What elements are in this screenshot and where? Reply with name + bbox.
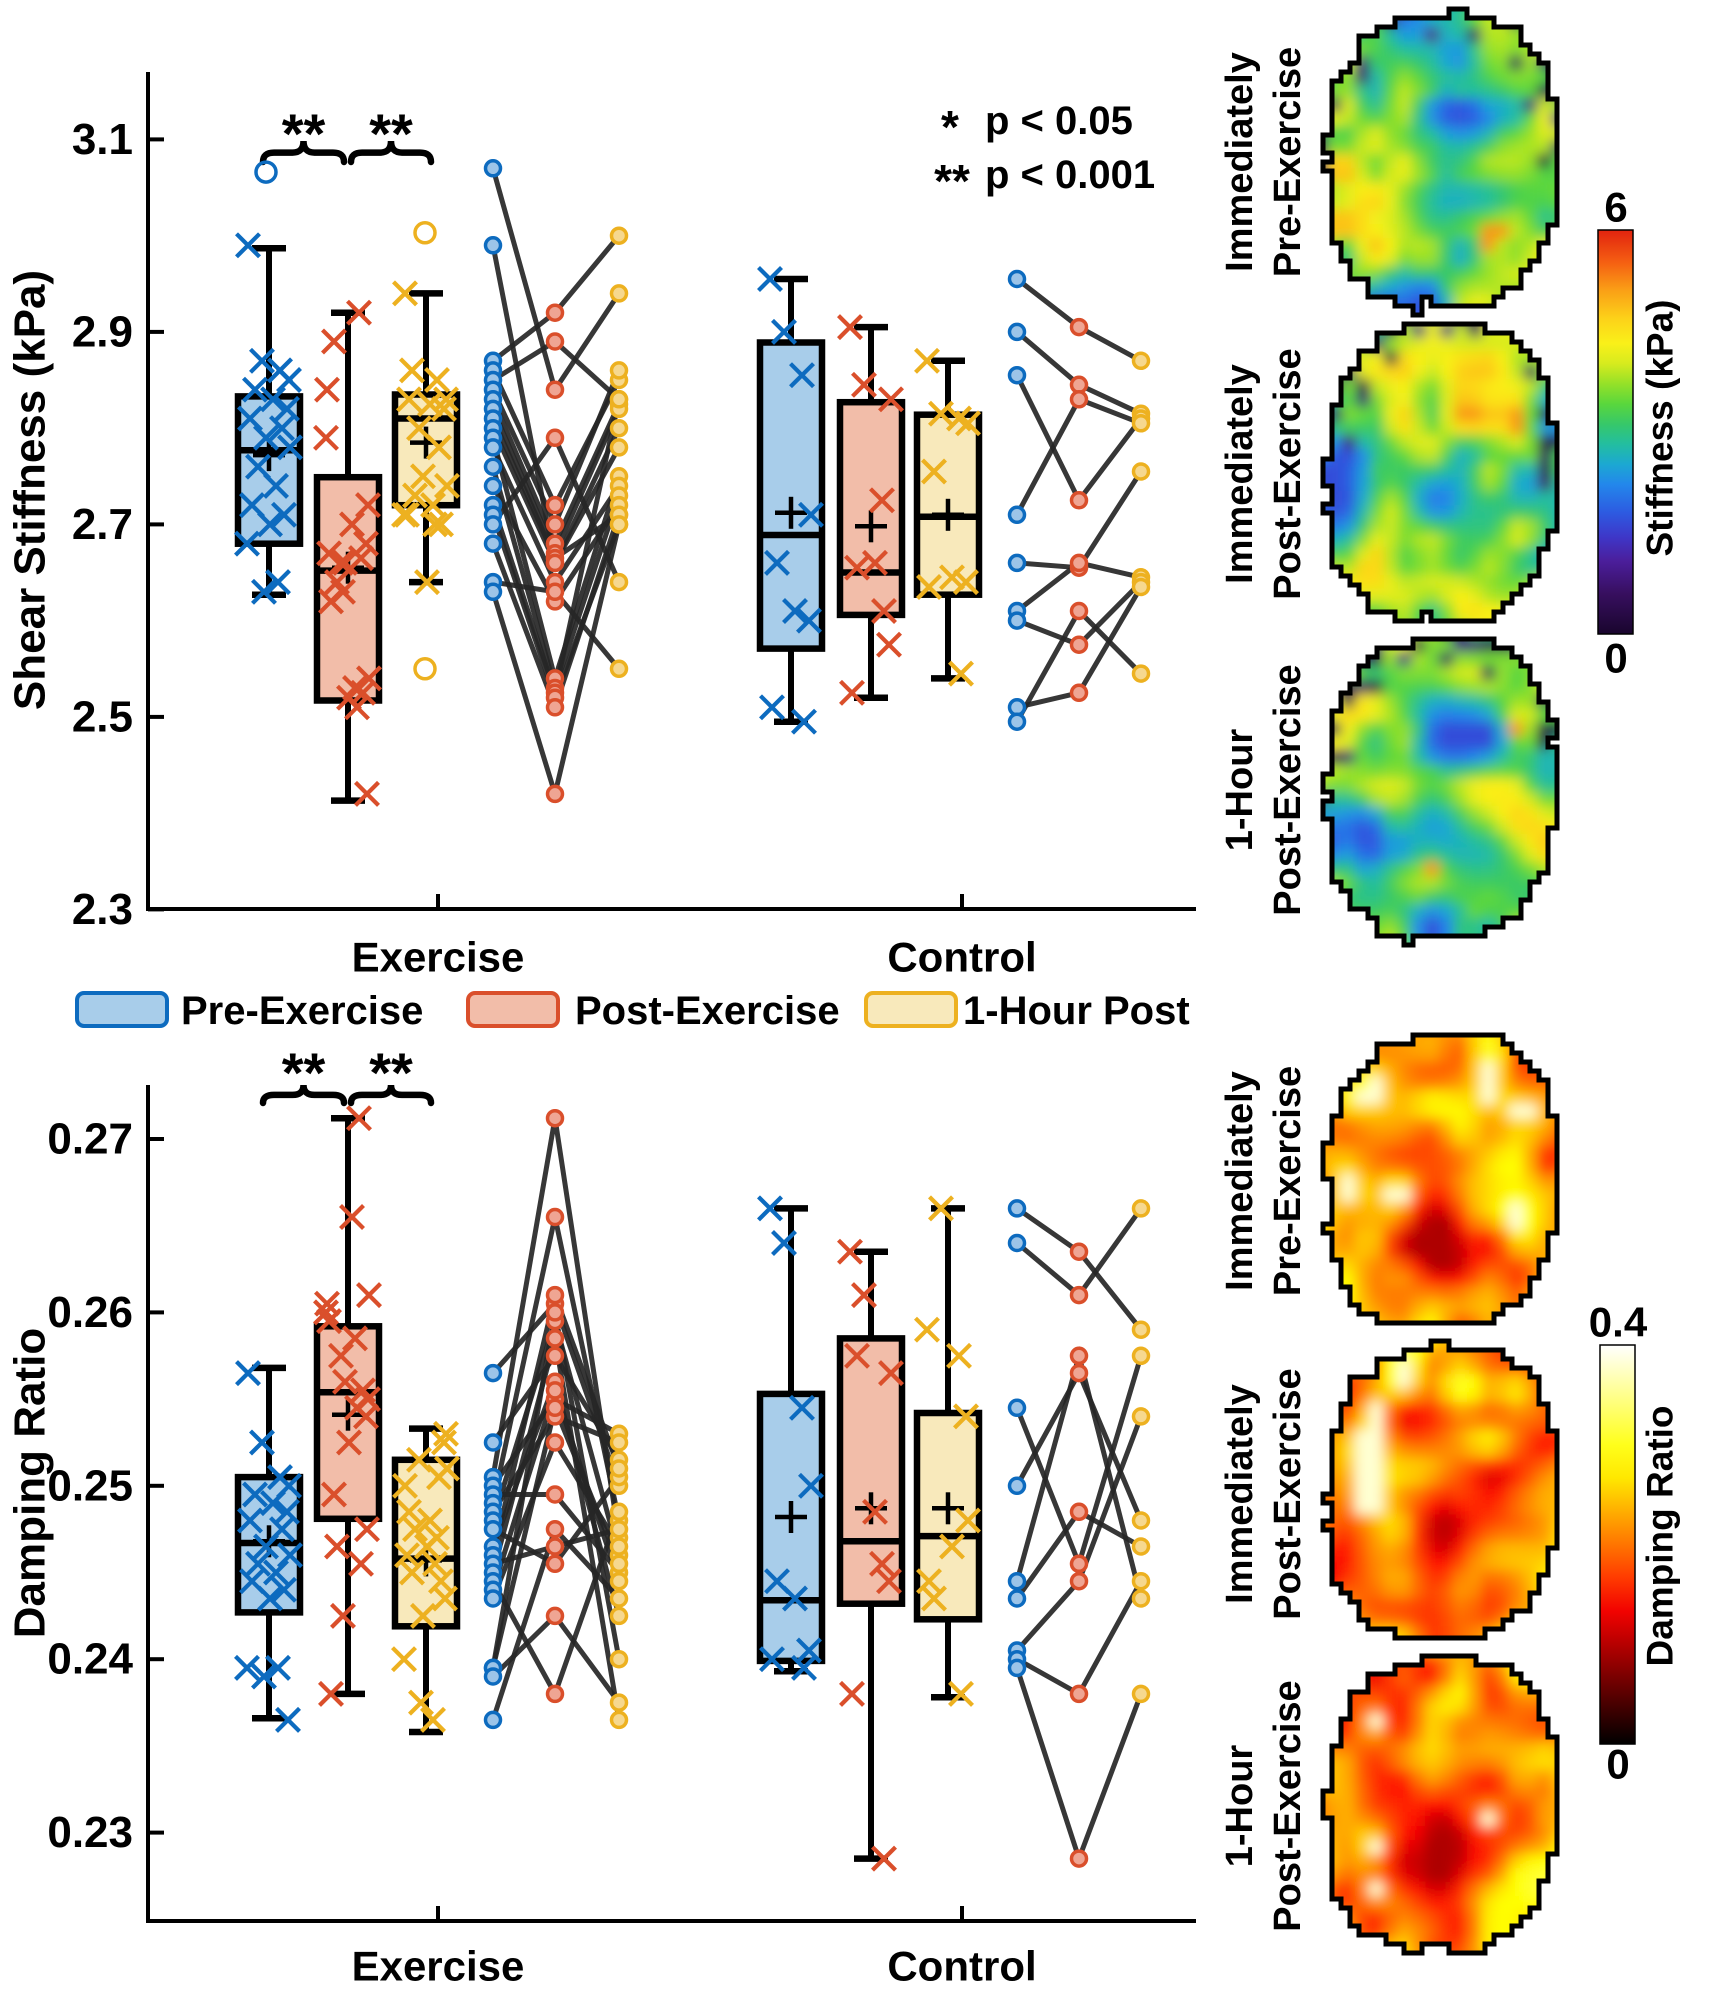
svg-text:Immediately: Immediately [1219, 364, 1261, 584]
svg-text:Control: Control [887, 1943, 1036, 1990]
svg-text:0.25: 0.25 [47, 1461, 133, 1510]
svg-text:p < 0.05: p < 0.05 [985, 99, 1133, 143]
svg-text:3.1: 3.1 [72, 115, 133, 164]
svg-text:0.4: 0.4 [1589, 1299, 1648, 1346]
svg-text:2.7: 2.7 [72, 500, 133, 549]
svg-text:Post-Exercise: Post-Exercise [1267, 348, 1309, 599]
svg-text:Post-Exercise: Post-Exercise [575, 989, 840, 1033]
svg-text:p < 0.001: p < 0.001 [985, 153, 1155, 197]
svg-text:1-Hour: 1-Hour [1219, 729, 1261, 852]
svg-text:2.9: 2.9 [72, 307, 133, 356]
svg-text:Control: Control [887, 934, 1036, 981]
svg-text:1-Hour: 1-Hour [1219, 1745, 1261, 1868]
svg-text:**: ** [369, 102, 413, 165]
svg-text:Post-Exercise: Post-Exercise [1267, 1368, 1309, 1619]
svg-text:0: 0 [1606, 1741, 1629, 1788]
svg-text:Exercise: Exercise [352, 1943, 525, 1990]
svg-text:0.23: 0.23 [47, 1808, 133, 1857]
svg-text:**: ** [282, 1041, 326, 1104]
svg-text:**: ** [282, 102, 326, 165]
svg-text:0: 0 [1604, 635, 1627, 682]
svg-text:1-Hour Post: 1-Hour Post [963, 989, 1190, 1033]
svg-text:Immediately: Immediately [1219, 52, 1261, 272]
svg-text:6: 6 [1604, 184, 1627, 231]
svg-text:0.27: 0.27 [47, 1115, 133, 1164]
svg-text:2.3: 2.3 [72, 885, 133, 934]
svg-text:Damping Ratio: Damping Ratio [1640, 1405, 1681, 1666]
svg-text:Post-Exercise: Post-Exercise [1267, 664, 1309, 915]
svg-text:Immediately: Immediately [1219, 1384, 1261, 1604]
svg-text:Damping Ratio: Damping Ratio [6, 1328, 55, 1638]
svg-text:Pre-Exercise: Pre-Exercise [1267, 1066, 1309, 1296]
svg-text:0.24: 0.24 [47, 1635, 133, 1684]
svg-text:0.26: 0.26 [47, 1288, 133, 1337]
svg-text:Exercise: Exercise [352, 934, 525, 981]
svg-text:Stiffness (kPa): Stiffness (kPa) [1640, 299, 1681, 556]
svg-text:Post-Exercise: Post-Exercise [1267, 1680, 1309, 1931]
svg-text:Immediately: Immediately [1219, 1071, 1261, 1291]
svg-text:*: * [941, 101, 959, 153]
svg-text:2.5: 2.5 [72, 692, 133, 741]
svg-text:Pre-Exercise: Pre-Exercise [1267, 47, 1309, 277]
svg-text:Shear Stiffness (kPa): Shear Stiffness (kPa) [6, 270, 55, 710]
svg-text:**: ** [369, 1041, 413, 1104]
svg-text:Pre-Exercise: Pre-Exercise [181, 989, 423, 1033]
svg-text:**: ** [934, 155, 970, 207]
